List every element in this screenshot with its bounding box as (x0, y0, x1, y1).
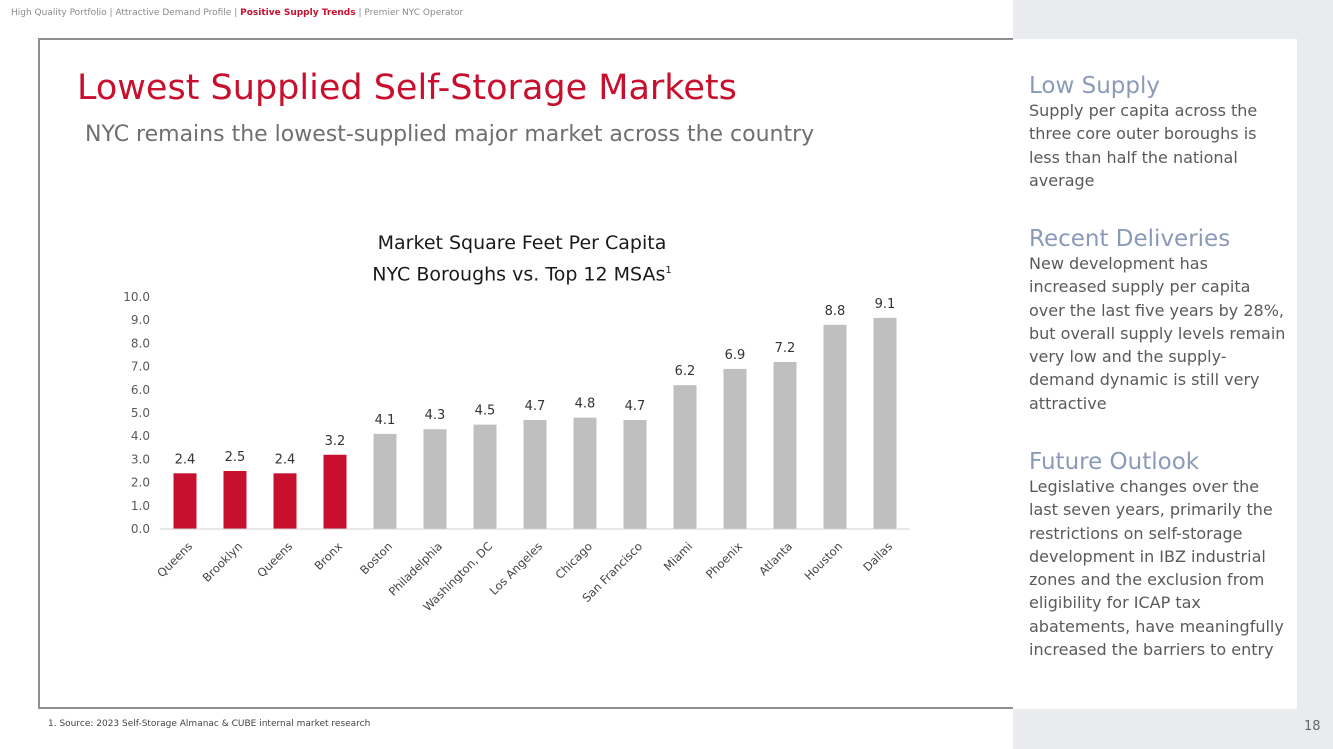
nav-item-demand: Attractive Demand Profile (115, 8, 232, 18)
nav-separator: | (355, 8, 365, 18)
bar-los-angeles (523, 419, 547, 529)
data-label: 4.3 (425, 408, 446, 423)
y-tick-label: 8.0 (131, 336, 150, 350)
data-label: 4.7 (625, 399, 646, 414)
page-number: 18 (1304, 719, 1321, 734)
page-subtitle: NYC remains the lowest-supplied major ma… (85, 122, 815, 147)
x-tick-label: Boston (357, 539, 395, 577)
section-body: New development has increased supply per… (1029, 254, 1286, 413)
x-tick-label: Queens (254, 539, 295, 580)
nav-item-portfolio: High Quality Portfolio (11, 8, 107, 18)
nav-item-supply-active: Positive Supply Trends (240, 8, 356, 18)
data-label: 6.2 (675, 364, 696, 379)
data-label: 4.8 (575, 397, 596, 412)
chart-title-line1: Market Square Feet Per Capita (377, 232, 667, 254)
page-title: Lowest Supplied Self-Storage Markets (77, 68, 737, 108)
bar-dallas (873, 317, 897, 529)
x-tick-label: Bronx (312, 539, 346, 573)
x-tick-label: Queens (154, 539, 195, 580)
x-tick-label: Los Angeles (487, 539, 545, 597)
bar-queens (273, 473, 297, 529)
section-heading: Low Supply (1029, 73, 1160, 99)
section-heading: Future Outlook (1029, 449, 1200, 475)
section-recent-deliveries: Recent Deliveries New development has in… (1029, 226, 1289, 415)
bar-miami (673, 385, 697, 529)
bar-san-francisco (623, 419, 647, 529)
y-tick-label: 6.0 (131, 383, 150, 397)
footnote-marker: 1 (665, 265, 672, 276)
bar-houston (823, 324, 847, 529)
bar-brooklyn (223, 471, 247, 529)
source-footnote: 1. Source: 2023 Self-Storage Almanac & C… (48, 719, 371, 729)
x-tick-label: Phoenix (703, 539, 745, 581)
data-label: 2.5 (225, 450, 246, 465)
y-tick-label: 0.0 (131, 522, 150, 536)
y-tick-label: 2.0 (131, 476, 150, 490)
section-body: Supply per capita across the three core … (1029, 101, 1258, 190)
section-future-outlook: Future Outlook Legislative changes over … (1029, 449, 1289, 661)
chart-title-line2-text: NYC Boroughs vs. Top 12 MSAs (372, 263, 666, 286)
y-tick-label: 4.0 (131, 429, 150, 443)
nav-separator: | (106, 8, 116, 18)
data-label: 4.1 (375, 413, 396, 428)
sidebar-card (1013, 39, 1297, 709)
data-label: 3.2 (325, 434, 346, 449)
chart-title: Market Square Feet Per Capita NYC Boroug… (322, 230, 722, 288)
y-tick-label: 7.0 (131, 360, 150, 374)
bar-chart: 0.0 1.0 2.0 3.0 4.0 5.0 6.0 7.0 8.0 9.0 10.0 2.4 Que… (123, 290, 910, 614)
x-tick-label: Chicago (553, 539, 596, 582)
section-heading: Recent Deliveries (1029, 226, 1231, 252)
bar-atlanta (773, 361, 797, 529)
bar-boston (373, 433, 397, 529)
section-low-supply: Low Supply Supply per capita across the … (1029, 73, 1289, 192)
nav-separator: | (231, 8, 241, 18)
sidebar-panel (1013, 0, 1333, 749)
bar-washington-dc (473, 424, 497, 529)
data-label: 8.8 (825, 304, 846, 319)
bar-bronx (323, 454, 347, 529)
y-tick-label: 5.0 (131, 406, 150, 420)
x-tick-label: Brooklyn (200, 539, 246, 585)
bar-philadelphia (423, 429, 447, 529)
y-tick-label: 3.0 (131, 452, 150, 466)
data-label: 4.7 (525, 399, 546, 414)
y-tick-label: 1.0 (131, 499, 150, 513)
x-tick-label: Houston (801, 539, 845, 583)
bar-phoenix (723, 368, 747, 529)
data-label: 4.5 (475, 404, 496, 419)
data-label: 7.2 (775, 341, 796, 356)
section-body: Legislative changes over the last seven … (1029, 477, 1284, 660)
x-tick-label: Miami (661, 539, 695, 573)
y-tick-label: 10.0 (123, 290, 150, 304)
y-tick-label: 9.0 (131, 313, 150, 327)
bar-chicago (573, 417, 597, 529)
slide-frame (38, 38, 1028, 709)
x-tick-label: Atlanta (756, 539, 795, 578)
data-label: 9.1 (875, 297, 896, 312)
top-navigation: High Quality Portfolio | Attractive Dema… (11, 8, 463, 18)
data-label: 6.9 (725, 348, 746, 363)
x-tick-label: Dallas (860, 539, 895, 574)
data-label: 2.4 (175, 452, 196, 467)
bar-queens (173, 473, 197, 529)
chart-title-line2: NYC Boroughs vs. Top 12 MSAs1 (322, 257, 722, 288)
data-label: 2.4 (275, 452, 296, 467)
nav-item-operator: Premier NYC Operator (364, 8, 464, 18)
